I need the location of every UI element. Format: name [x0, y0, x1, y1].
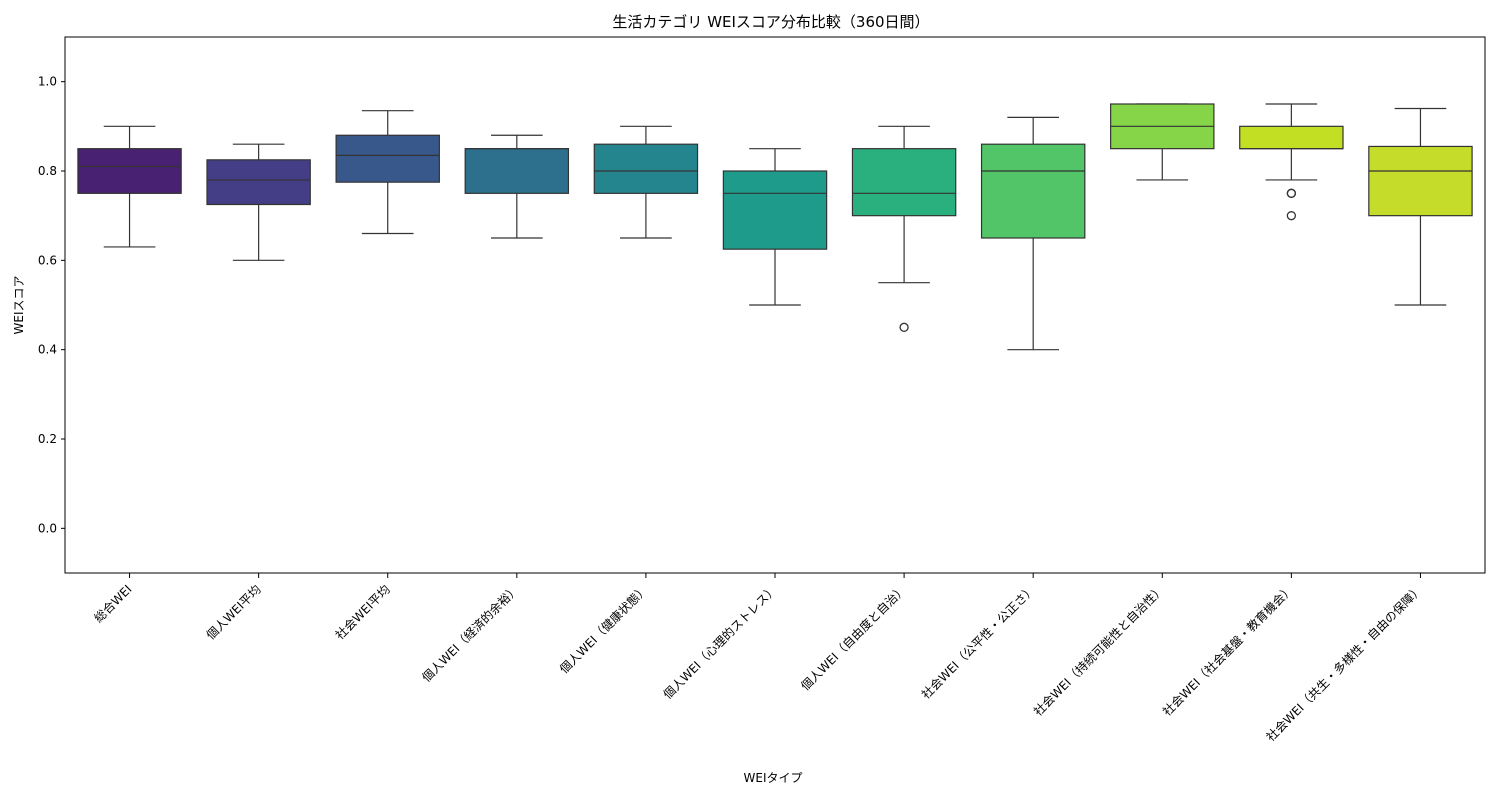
x-tick-label: 総合WEI: [91, 582, 135, 626]
box-iqr: [851, 148, 957, 217]
x-tick-label: 個人WEI平均: [204, 582, 264, 642]
box-6: [851, 125, 957, 332]
box-iqr: [464, 148, 570, 194]
x-tick-label: 社会WEI（持続可能性と自治性）: [1030, 582, 1167, 719]
y-tick-label: 0.2: [38, 432, 57, 446]
x-tick-label: 個人WEI（自由度と自治）: [797, 582, 909, 694]
box-iqr: [77, 148, 182, 194]
x-tick-label: 社会WEI平均: [332, 582, 393, 643]
box-1: [206, 143, 311, 261]
box-10: [1368, 107, 1473, 306]
box-3: [464, 134, 570, 239]
box-iqr: [722, 170, 828, 250]
box-9: [1239, 103, 1344, 221]
y-tick-label: 0.8: [38, 164, 57, 178]
box-7: [980, 116, 1086, 351]
chart-title: 生活カテゴリ WEIスコア分布比較（360日間）: [612, 13, 929, 31]
box-5: [722, 148, 828, 306]
y-tick-label: 0.6: [38, 253, 57, 267]
x-axis-label: WEIタイプ: [744, 771, 803, 785]
x-tick-label: 社会WEI（共生・多様性・自由の保障）: [1263, 582, 1426, 745]
x-axis: 総合WEI 個人WEI平均 社会WEI平均 個人WEI（経済的余裕） 個人WEI（健康状…: [91, 573, 1426, 744]
y-tick-label: 0.4: [38, 343, 57, 357]
box-iqr: [335, 134, 440, 183]
y-tick-label: 0.0: [38, 521, 57, 535]
box-4: [593, 125, 699, 239]
y-tick-label: 1.0: [38, 75, 57, 89]
box-0: [77, 125, 182, 248]
x-tick-label: 社会WEI（社会基盤・教育機会）: [1159, 582, 1296, 719]
boxes-group: [77, 103, 1473, 351]
y-axis: 0.0 0.2 0.4 0.6 0.8 1.0: [38, 75, 65, 535]
box-8: [1110, 103, 1215, 181]
box-iqr: [1368, 145, 1473, 217]
box-iqr: [980, 143, 1086, 239]
box-iqr: [593, 143, 699, 194]
box-2: [335, 110, 440, 235]
x-tick-label: 個人WEI（心理的ストレス）: [660, 582, 780, 702]
x-tick-label: 個人WEI（健康状態）: [556, 582, 651, 677]
outlier-point: [1286, 188, 1297, 198]
x-tick-label: 個人WEI（経済的余裕）: [419, 582, 522, 685]
outlier-point: [899, 322, 909, 332]
y-axis-label: WEIスコア: [12, 276, 26, 335]
x-tick-label: 社会WEI（公平性・公正さ）: [918, 582, 1038, 702]
box-iqr: [206, 159, 311, 206]
outlier-point: [1286, 211, 1297, 221]
box-iqr: [1239, 125, 1344, 150]
